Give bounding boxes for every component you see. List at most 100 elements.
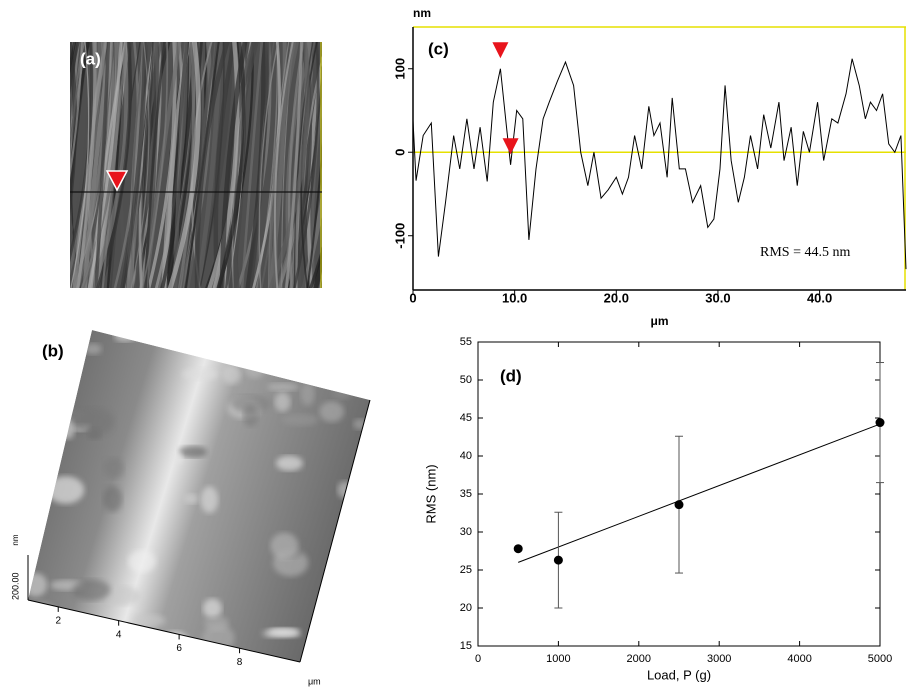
y-tick-label: 100 <box>392 58 407 80</box>
texture <box>267 382 300 392</box>
texture <box>273 42 294 288</box>
texture <box>353 418 369 430</box>
y-tick-label: 50 <box>460 374 472 386</box>
x-tick-label: 2 <box>55 616 61 627</box>
texture <box>222 364 242 385</box>
x-tick-label: 10.0 <box>502 290 527 305</box>
texture <box>70 42 89 206</box>
texture <box>274 392 291 412</box>
texture <box>102 486 123 512</box>
x-tick-label: 5000 <box>868 653 892 665</box>
texture <box>281 413 319 426</box>
panel-label: (d) <box>500 366 522 385</box>
texture <box>27 30 47 300</box>
y-tick-label: 30 <box>460 526 472 538</box>
axis <box>27 599 301 663</box>
texture <box>120 42 148 288</box>
texture <box>70 42 90 288</box>
texture <box>243 355 266 379</box>
texture <box>156 330 193 345</box>
3d-image <box>28 330 370 662</box>
y-unit: nm <box>413 6 431 20</box>
texture <box>84 343 102 355</box>
point <box>674 500 684 510</box>
point <box>553 555 563 565</box>
texture <box>194 42 230 288</box>
texture <box>72 579 111 601</box>
texture <box>47 30 67 300</box>
texture <box>20 30 45 300</box>
cursor <box>105 170 129 192</box>
x-tick-label: 6 <box>176 643 182 654</box>
texture <box>70 42 83 180</box>
texture <box>285 42 303 288</box>
texture <box>30 627 50 651</box>
texture <box>114 331 136 342</box>
x-tick-label: 3000 <box>707 653 731 665</box>
panel-label: (a) <box>80 49 101 68</box>
texture <box>293 42 314 288</box>
y-tick-label: 55 <box>460 336 472 348</box>
texture <box>98 42 132 288</box>
texture <box>101 42 127 288</box>
texture <box>178 445 208 458</box>
texture <box>270 532 299 560</box>
texture <box>76 42 97 288</box>
texture <box>289 347 315 359</box>
texture <box>28 374 53 398</box>
texture <box>94 42 111 288</box>
texture <box>331 388 352 400</box>
texture <box>40 30 69 300</box>
panel-label: (c) <box>428 39 449 58</box>
x-tick-label: 1000 <box>546 653 570 665</box>
texture <box>28 572 48 597</box>
texture <box>15 30 42 300</box>
texture <box>28 600 56 624</box>
panel-label: (b) <box>42 341 64 360</box>
point <box>513 544 523 554</box>
texture <box>225 42 257 288</box>
texture <box>70 42 77 74</box>
afm-image <box>15 30 322 300</box>
x-tick-label: 4 <box>116 629 122 640</box>
texture <box>70 42 84 160</box>
texture <box>325 350 360 366</box>
y-tick-label: 25 <box>460 564 472 576</box>
axis <box>299 399 371 663</box>
texture <box>216 42 246 288</box>
y-tick-label: 45 <box>460 412 472 424</box>
y-tick-label: 40 <box>460 450 472 462</box>
texture <box>70 42 75 100</box>
x-tick-label: 20.0 <box>604 290 629 305</box>
texture <box>170 452 184 465</box>
texture <box>181 367 219 381</box>
texture <box>75 408 115 436</box>
texture <box>28 375 51 396</box>
cursor-marker <box>492 42 509 59</box>
y-tick-label: 35 <box>460 488 472 500</box>
texture <box>195 42 223 288</box>
cursor-marker <box>502 138 519 155</box>
texture <box>39 615 56 626</box>
y-tick-label: -100 <box>392 223 407 249</box>
texture <box>220 346 241 359</box>
texture <box>105 586 141 606</box>
texture <box>45 30 64 300</box>
texture <box>200 486 219 514</box>
texture <box>249 42 270 288</box>
texture <box>231 395 271 413</box>
x-tick-label: 8 <box>237 657 243 668</box>
x-tick-label: 0 <box>475 653 481 665</box>
texture <box>47 30 67 300</box>
texture <box>35 30 58 300</box>
texture <box>33 30 57 300</box>
texture <box>141 42 169 288</box>
x-tick-label: 0 <box>409 290 416 305</box>
texture <box>258 42 279 288</box>
x-axis-label: Load, P (g) <box>647 667 711 682</box>
texture <box>25 30 40 300</box>
texture <box>28 645 56 662</box>
x-tick-label: 4000 <box>787 653 811 665</box>
texture <box>167 42 201 288</box>
